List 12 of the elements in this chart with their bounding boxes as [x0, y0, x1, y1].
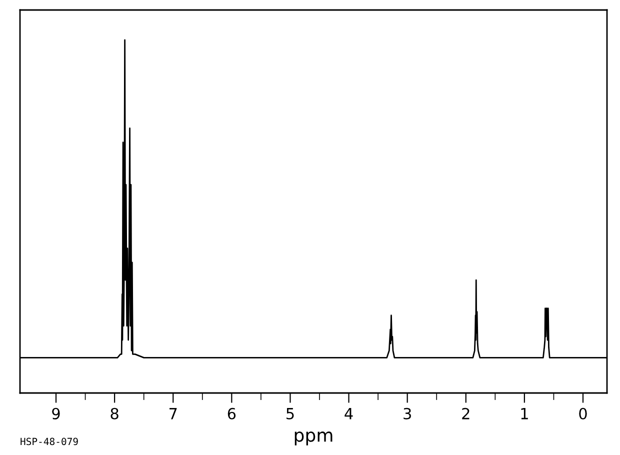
x-tick-label: 6	[228, 408, 236, 420]
x-tick-label: 4	[344, 408, 353, 420]
x-tick-label: 0	[579, 408, 587, 420]
x-axis-title: ppm	[294, 432, 332, 446]
x-tick-label: 2	[462, 408, 470, 420]
x-tick-label: 1	[521, 408, 528, 420]
x-tick-label: 3	[404, 408, 411, 420]
x-tick-label: 8	[110, 408, 118, 420]
x-tick-label: 9	[52, 408, 60, 420]
x-tick-label: 7	[170, 408, 177, 420]
x-tick-label: 5	[286, 408, 294, 420]
text: HSP-48-079	[20, 438, 78, 446]
